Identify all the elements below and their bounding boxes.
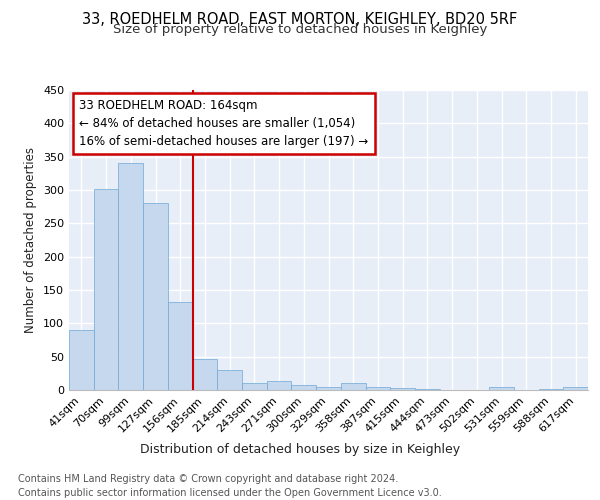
Bar xyxy=(69,330,94,390)
Text: 33, ROEDHELM ROAD, EAST MORTON, KEIGHLEY, BD20 5RF: 33, ROEDHELM ROAD, EAST MORTON, KEIGHLEY… xyxy=(82,12,518,28)
Bar xyxy=(415,388,440,390)
Bar xyxy=(242,384,267,390)
Text: 33 ROEDHELM ROAD: 164sqm
← 84% of detached houses are smaller (1,054)
16% of sem: 33 ROEDHELM ROAD: 164sqm ← 84% of detach… xyxy=(79,99,368,148)
Text: Size of property relative to detached houses in Keighley: Size of property relative to detached ho… xyxy=(113,24,487,36)
Y-axis label: Number of detached properties: Number of detached properties xyxy=(25,147,37,333)
Bar xyxy=(94,188,118,390)
Bar xyxy=(341,384,365,390)
Text: Contains HM Land Registry data © Crown copyright and database right 2024.
Contai: Contains HM Land Registry data © Crown c… xyxy=(18,474,442,498)
Bar xyxy=(267,382,292,390)
Bar xyxy=(143,204,168,390)
Bar xyxy=(118,164,143,390)
Bar xyxy=(316,386,341,390)
Bar xyxy=(365,386,390,390)
Bar xyxy=(390,388,415,390)
Bar xyxy=(563,388,588,390)
Text: Distribution of detached houses by size in Keighley: Distribution of detached houses by size … xyxy=(140,442,460,456)
Bar xyxy=(193,358,217,390)
Bar xyxy=(217,370,242,390)
Bar xyxy=(168,302,193,390)
Bar xyxy=(489,388,514,390)
Bar xyxy=(292,386,316,390)
Bar xyxy=(539,388,563,390)
